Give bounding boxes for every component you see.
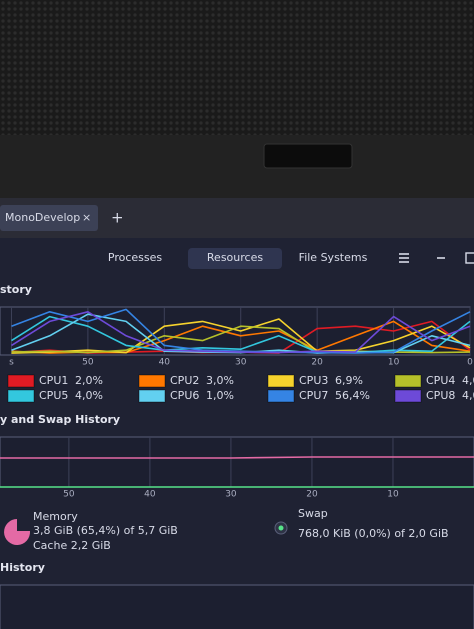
x-tick-label: 40 <box>159 358 171 368</box>
memory-label: Memory <box>33 510 78 523</box>
bezel <box>0 135 474 198</box>
swap-usage: 768,0 KiB (0,0%) of 2,0 GiB <box>298 527 449 540</box>
x-tick-label: 40 <box>144 490 156 500</box>
camera-notch <box>263 143 353 169</box>
legend-value: 56,4% <box>335 389 370 402</box>
memory-cache: Cache 2,2 GiB <box>33 539 111 552</box>
legend-swatch <box>138 374 166 388</box>
tab-label: MonoDevelop <box>5 211 80 224</box>
nav-tab[interactable]: Resources <box>207 251 263 264</box>
legend-value: 4,0% <box>462 374 474 387</box>
cpu-section-title: story <box>0 283 32 296</box>
legend-swatch <box>7 389 35 403</box>
app-body <box>0 238 474 629</box>
x-tick-label: 30 <box>235 358 247 368</box>
legend-swatch <box>394 374 422 388</box>
swap-label: Swap <box>298 507 328 520</box>
x-tick-label: s <box>9 358 14 368</box>
network-chart-box <box>0 584 474 629</box>
active-tab-bg <box>188 248 282 269</box>
legend-swatch <box>394 389 422 403</box>
legend-value: 4,0% <box>462 389 474 402</box>
legend-swatch <box>267 374 295 388</box>
legend-name: CPU7 <box>299 389 328 402</box>
legend-name: CPU8 <box>426 389 455 402</box>
keyboard-mesh <box>0 0 474 140</box>
legend-swatch <box>138 389 166 403</box>
legend-value: 1,0% <box>206 389 234 402</box>
maximize[interactable] <box>465 252 474 264</box>
memory-section-title: y and Swap History <box>0 413 120 426</box>
x-tick-label: 20 <box>311 358 323 368</box>
legend-name: CPU6 <box>170 389 199 402</box>
tab-close[interactable]: × <box>82 211 91 224</box>
x-tick-label: 30 <box>225 490 237 500</box>
x-tick-label: 50 <box>63 490 75 500</box>
nav-tab[interactable]: File Systems <box>299 251 368 264</box>
x-tick-label: 20 <box>306 490 318 500</box>
legend-value: 3,0% <box>206 374 234 387</box>
series-line <box>11 311 471 354</box>
network-section-title: History <box>0 561 45 574</box>
legend-name: CPU1 <box>39 374 68 387</box>
menu-icon[interactable] <box>399 253 409 263</box>
legend-swatch <box>267 389 295 403</box>
memory-chart-box <box>0 436 474 488</box>
legend-value: 6,9% <box>335 374 363 387</box>
nav-tab[interactable]: Processes <box>108 251 162 264</box>
memory-usage: 3,8 GiB (65,4%) of 5,7 GiB <box>33 524 178 537</box>
series-line <box>0 456 474 459</box>
x-tick-label: 10 <box>387 490 399 500</box>
series-line <box>11 315 471 354</box>
legend-swatch <box>7 374 35 388</box>
series-line <box>11 308 471 354</box>
series-line <box>11 318 471 354</box>
legend-name: CPU2 <box>170 374 199 387</box>
new-tab[interactable]: + <box>111 209 124 227</box>
legend-name: CPU3 <box>299 374 328 387</box>
x-tick-label: 50 <box>82 358 94 368</box>
swap-dot <box>278 525 284 531</box>
legend-value: 4,0% <box>75 389 103 402</box>
x-tick-label: 10 <box>388 358 400 368</box>
legend-name: CPU5 <box>39 389 68 402</box>
memory-icon <box>4 519 31 545</box>
legend-name: CPU4 <box>426 374 455 387</box>
cpu-chart-box <box>0 306 471 356</box>
tab[interactable] <box>0 205 98 231</box>
legend-value: 2,0% <box>75 374 103 387</box>
x-tick-label: 0 <box>467 358 473 368</box>
